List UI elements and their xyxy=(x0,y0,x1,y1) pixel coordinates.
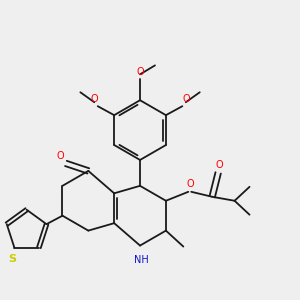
Text: O: O xyxy=(215,160,223,170)
Text: NH: NH xyxy=(134,254,148,265)
Text: O: O xyxy=(182,94,190,104)
Text: O: O xyxy=(136,67,144,77)
Text: O: O xyxy=(187,179,194,189)
Text: O: O xyxy=(91,94,98,104)
Text: S: S xyxy=(8,254,16,263)
Text: O: O xyxy=(56,151,64,161)
